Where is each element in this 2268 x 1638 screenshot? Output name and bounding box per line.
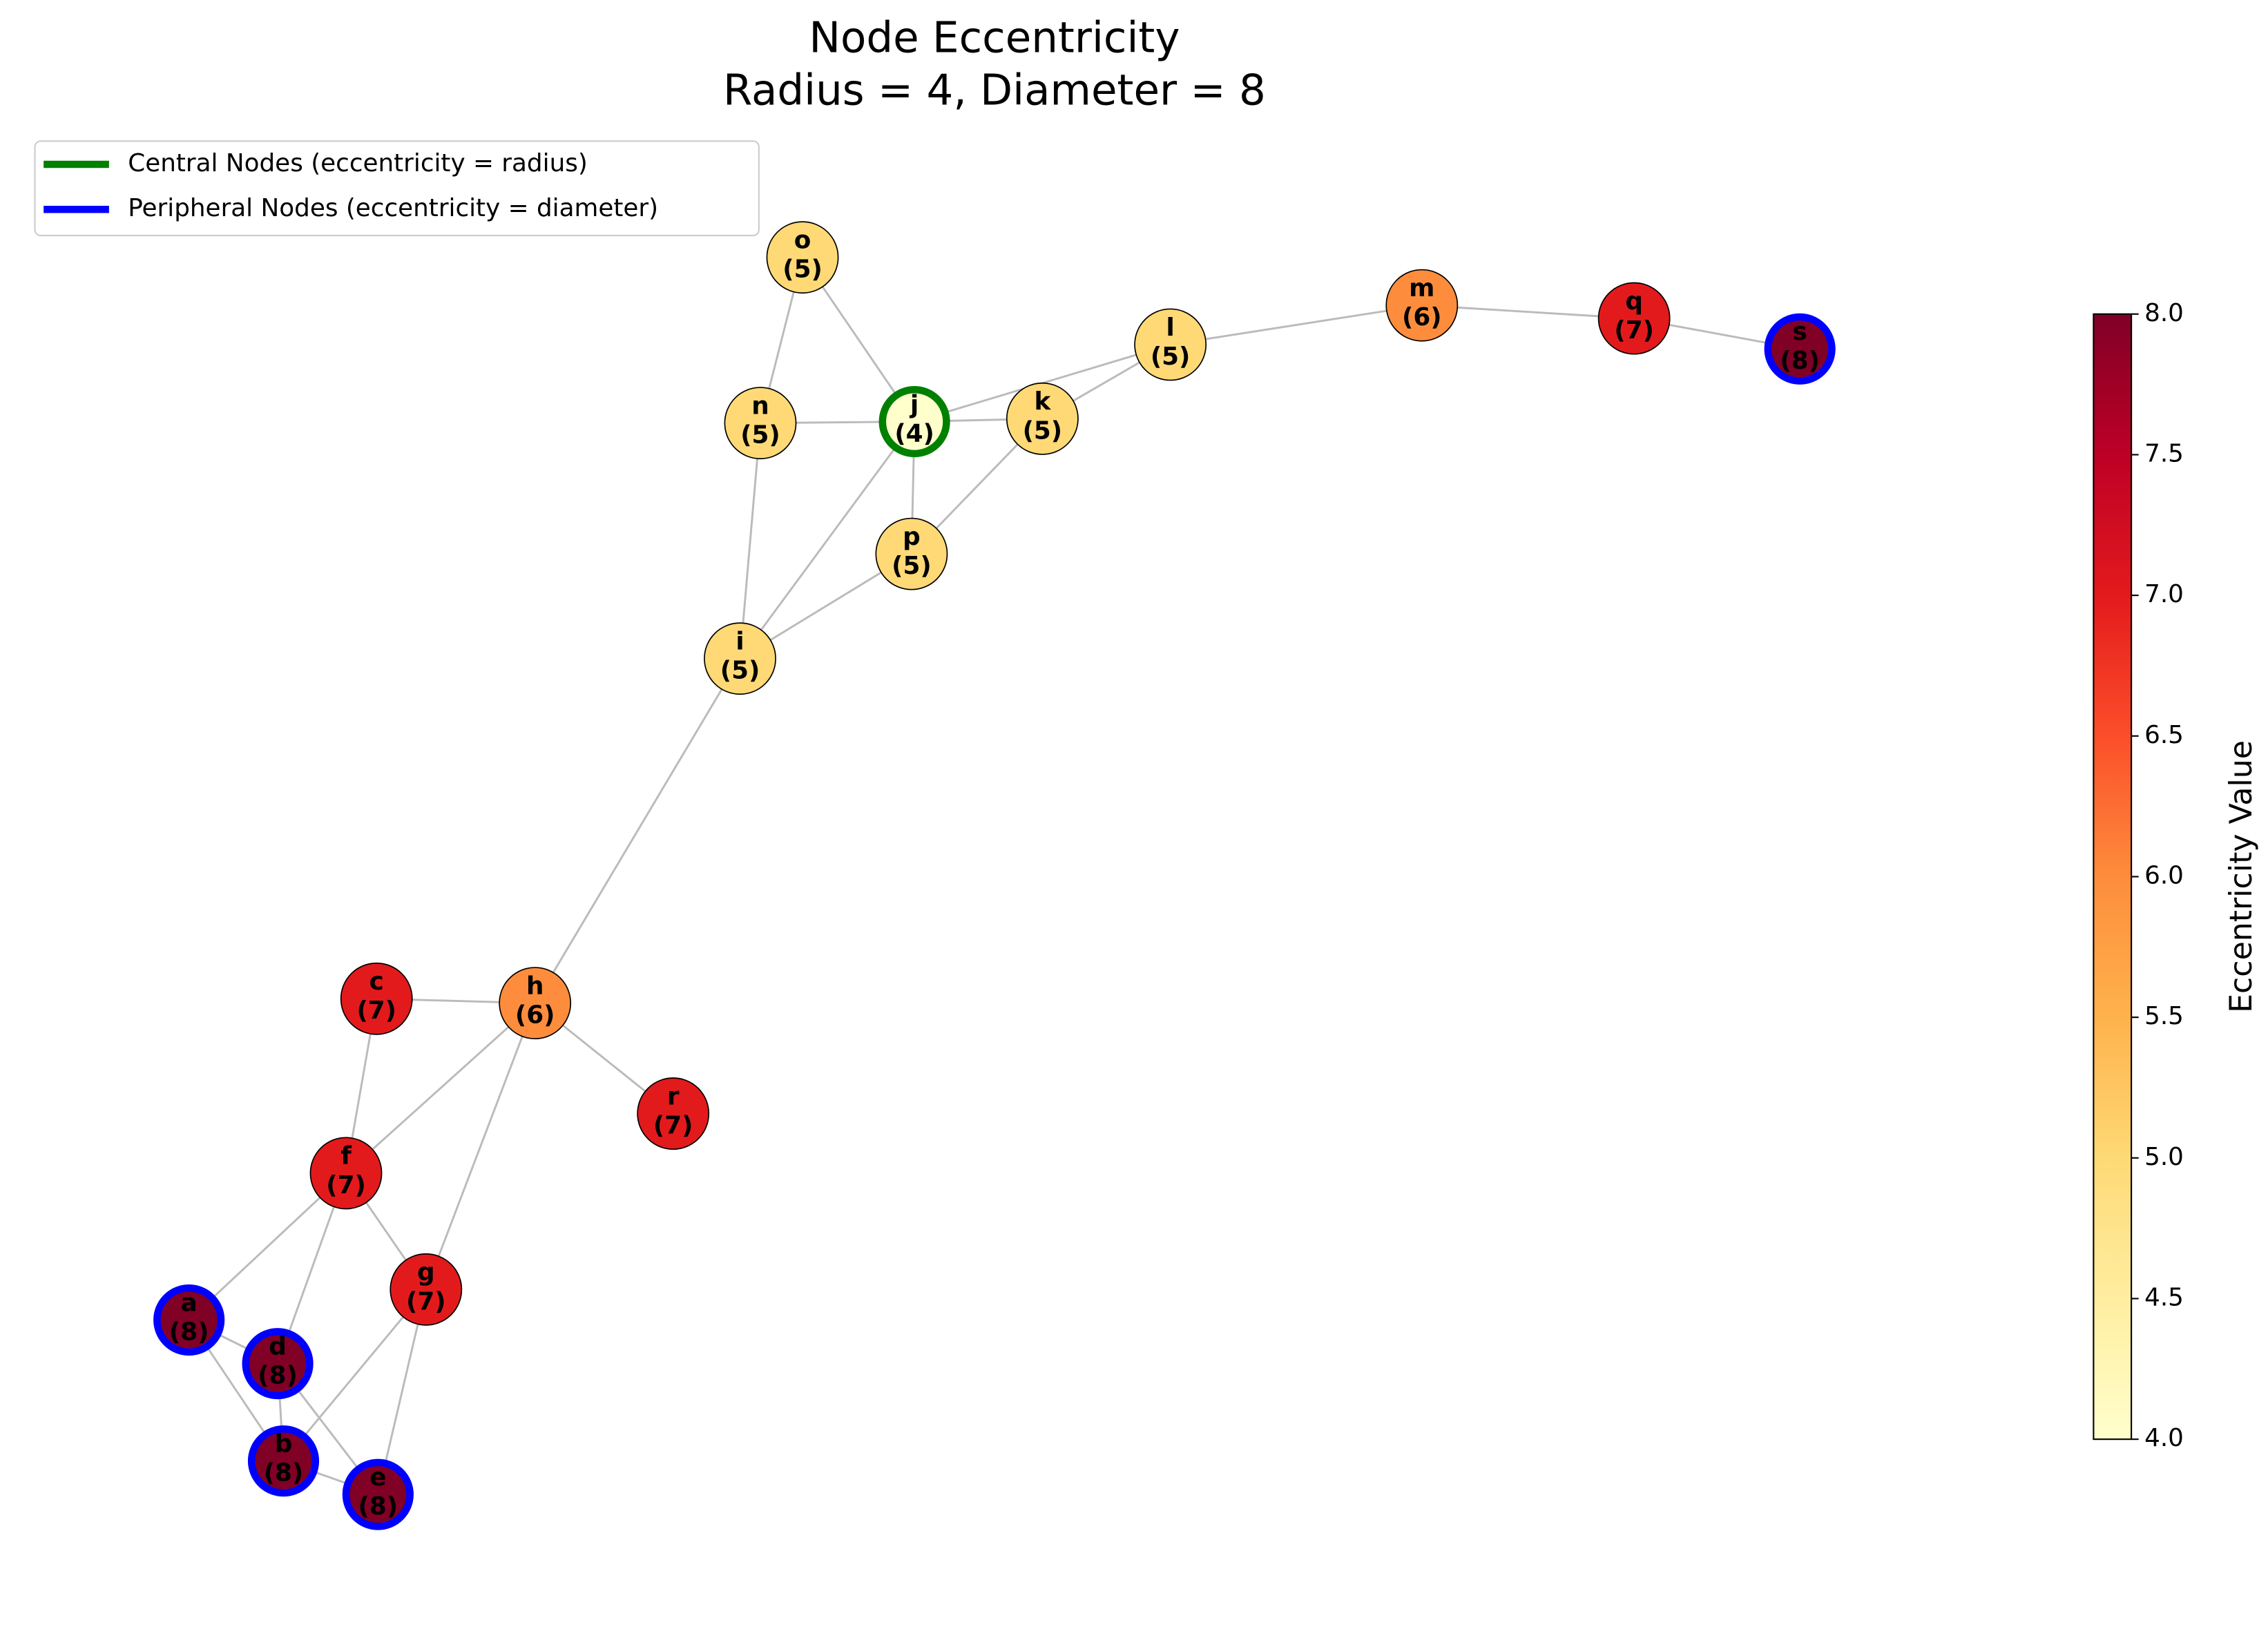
edge: [425, 1003, 537, 1290]
node-id: d: [269, 1333, 287, 1361]
node-eccentricity: (7): [356, 996, 396, 1025]
node: [637, 1077, 710, 1150]
legend-label: Central Nodes (eccentricity = radius): [128, 149, 588, 177]
node-eccentricity: (5): [1151, 343, 1191, 371]
edge: [739, 423, 762, 659]
legend-box: [34, 140, 760, 237]
node-id: h: [526, 972, 544, 1000]
node: [766, 221, 839, 294]
node-eccentricity: (5): [892, 552, 932, 580]
node-id: m: [1409, 274, 1434, 302]
node-eccentricity: (5): [782, 256, 823, 284]
node-eccentricity: (6): [1402, 303, 1442, 331]
node: [242, 1328, 314, 1400]
node: [390, 1253, 463, 1326]
node: [724, 387, 797, 460]
node-id: s: [1793, 318, 1807, 346]
legend-label: Peripheral Nodes (eccentricity = diamete…: [128, 194, 658, 222]
node-eccentricity: (8): [264, 1459, 304, 1487]
node-eccentricity: (4): [894, 420, 934, 448]
colorbar-tick-label: 5.5: [2144, 1002, 2184, 1030]
node: [342, 1458, 414, 1530]
node: [1134, 308, 1207, 381]
node-eccentricity: (7): [653, 1112, 693, 1140]
node: [1764, 313, 1836, 385]
node-id: o: [794, 227, 811, 255]
node-eccentricity: (8): [358, 1492, 398, 1521]
colorbar-tick-label: 7.5: [2144, 439, 2184, 468]
edge: [1170, 304, 1423, 346]
node-eccentricity: (5): [740, 421, 780, 450]
node: [875, 517, 948, 590]
colorbar-tick-label: 4.0: [2144, 1424, 2184, 1452]
node-eccentricity: (8): [169, 1318, 209, 1346]
node: [499, 967, 572, 1040]
node-id: c: [369, 967, 384, 996]
colorbar-label: Eccentricity Value: [2224, 740, 2259, 1013]
colorbar-tick-label: 7.0: [2144, 580, 2184, 608]
edge: [534, 657, 741, 1004]
node-id: f: [340, 1142, 352, 1170]
node: [1385, 269, 1459, 342]
subtitle: Radius = 4, Diameter = 8: [723, 66, 1266, 115]
title: Node Eccentricity: [809, 14, 1180, 63]
colorbar-fill: [2093, 313, 2133, 1441]
node-id: i: [736, 628, 744, 656]
colorbar-tick-label: 5.0: [2144, 1143, 2184, 1171]
node: [1597, 282, 1671, 355]
node-id: r: [667, 1082, 680, 1110]
node: [153, 1284, 225, 1356]
node-id: b: [275, 1430, 293, 1458]
colorbar-tick-label: 6.5: [2144, 721, 2184, 749]
colorbar-tick-label: 4.5: [2144, 1283, 2184, 1311]
colorbar-tick-label: 8.0: [2144, 299, 2184, 327]
node: [340, 962, 413, 1035]
edge: [345, 1002, 536, 1175]
colorbar: 4.0 4.5 5.0 5.5 6.0 6.5 7.0 7.5 8.0 Eccentricity …: [2093, 299, 2259, 1452]
legend: Central Nodes (eccentricity = radius) Per…: [44, 149, 658, 222]
node-id: l: [1166, 314, 1174, 342]
node-id: k: [1034, 387, 1051, 416]
node: [309, 1137, 383, 1210]
node-id: p: [903, 523, 921, 551]
node-eccentricity: (8): [258, 1362, 298, 1390]
edge: [282, 1289, 427, 1462]
node-id: j: [909, 390, 919, 418]
node: [247, 1425, 320, 1497]
node: [878, 385, 950, 458]
node-id: q: [1625, 287, 1643, 316]
node-id: a: [181, 1289, 198, 1317]
node: [1006, 382, 1079, 455]
node-id: n: [751, 392, 769, 421]
nodes: o(5)n(5)j(4)k(5)l(5)m(6)q(7) s(8)p(5)i(5)…: [153, 221, 1836, 1530]
edge: [739, 421, 916, 659]
node-eccentricity: (7): [326, 1171, 366, 1199]
node-eccentricity: (5): [720, 657, 760, 685]
node: [704, 622, 776, 695]
node-eccentricity: (8): [1780, 347, 1820, 375]
node-eccentricity: (5): [1023, 416, 1063, 445]
node-eccentricity: (6): [515, 1001, 555, 1030]
node-id: g: [417, 1258, 435, 1287]
node-eccentricity: (7): [1614, 316, 1654, 345]
colorbar-tick-label: 6.0: [2144, 861, 2184, 889]
node-eccentricity: (7): [406, 1287, 446, 1316]
node-id: e: [369, 1463, 386, 1492]
